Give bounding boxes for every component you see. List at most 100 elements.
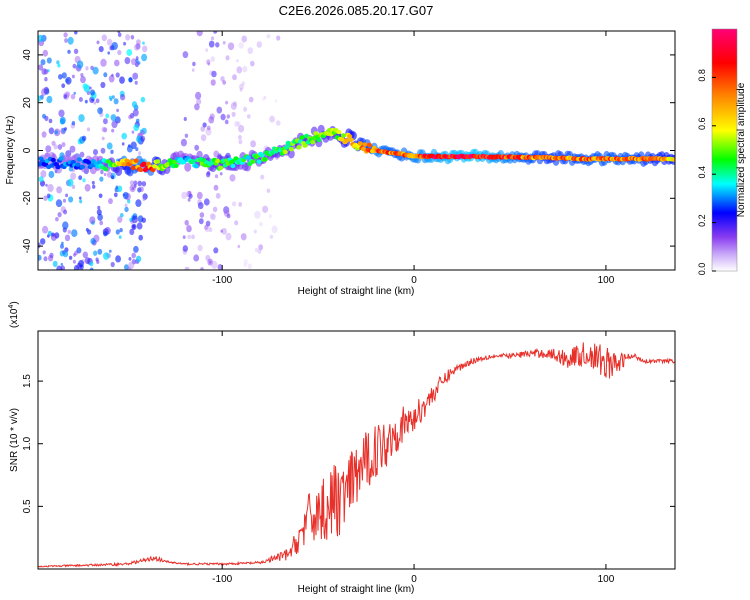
- spectrogram-ridge-halo: [287, 149, 295, 159]
- spectrogram-panel: -100 0 100 -40 -20 0 20 40 Height of straight l…: [5, 30, 676, 297]
- spectrogram-speckle: [240, 233, 247, 241]
- spectrogram-speckle: [78, 260, 84, 268]
- spectrogram-xtick-label: 100: [598, 275, 615, 286]
- spectrogram-speckle: [188, 193, 193, 199]
- spectrogram-speckle: [222, 41, 226, 45]
- spectrogram-speckle: [247, 47, 254, 55]
- snr-xlabel: Height of straight line (km): [298, 584, 415, 595]
- spectrogram-speckle: [93, 101, 97, 105]
- snr-plot-area: [38, 342, 675, 568]
- spectrogram-speckle: [195, 91, 202, 100]
- spectrogram-speckle: [220, 229, 223, 233]
- snr-xtick-label: -100: [212, 574, 232, 585]
- colorbar: 0.0 0.2 0.4 0.6 0.8 Normalized spectral ampl…: [697, 28, 747, 275]
- spectrogram-speckle: [128, 77, 133, 83]
- spectrogram-speckle: [78, 175, 83, 181]
- spectrogram-speckle: [200, 126, 205, 132]
- spectrogram-speckle: [139, 186, 144, 193]
- spectrogram-ridge-core: [218, 165, 224, 171]
- spectrogram-ytick-label: 40: [22, 49, 33, 61]
- spectrogram-speckle: [113, 98, 119, 105]
- spectrogram-speckle: [125, 34, 131, 41]
- spectrogram-speckle: [117, 49, 122, 56]
- snr-multiplier-base: (x10: [9, 308, 20, 328]
- spectrogram-speckle: [220, 113, 226, 121]
- spectrogram-speckle: [262, 205, 269, 213]
- spectrogram-speckle: [204, 224, 209, 230]
- spectrogram-speckle: [60, 127, 66, 135]
- spectrogram-speckle: [117, 32, 122, 37]
- spectrogram-speckle: [67, 178, 74, 187]
- spectrogram-speckle: [182, 245, 188, 252]
- spectrogram-speckle: [142, 193, 148, 200]
- spectrogram-speckle: [217, 264, 223, 270]
- spectrogram-speckle: [64, 38, 68, 43]
- spectrogram-speckle: [216, 106, 223, 114]
- spectrogram-ridge-core: [106, 159, 112, 164]
- spectrogram-speckle: [238, 139, 243, 145]
- spectrogram-speckle: [97, 205, 101, 210]
- spectrogram-speckle: [58, 109, 65, 118]
- spectrogram-speckle: [140, 96, 146, 103]
- spectrogram-speckle: [139, 129, 143, 134]
- spectrogram-ridge-core: [230, 163, 236, 169]
- spectrogram-speckle: [206, 125, 211, 131]
- spectrogram-speckle: [130, 35, 135, 40]
- spectrogram-speckle: [108, 95, 113, 100]
- spectrogram-speckle: [214, 174, 219, 179]
- spectrogram-ridge-core: [296, 145, 302, 150]
- spectrogram-speckle: [239, 88, 243, 92]
- spectrogram-ridge-core: [173, 163, 179, 168]
- spectrogram-speckle: [110, 261, 115, 268]
- spectrogram-speckle: [136, 222, 143, 230]
- snr-xtick-label: 0: [411, 574, 417, 585]
- spectrogram-speckle: [186, 224, 192, 231]
- spectrogram-speckle: [107, 51, 110, 55]
- spectrogram-speckle: [92, 66, 99, 75]
- spectrogram-ridge-core: [76, 157, 82, 162]
- svg-text:(x104): (x104): [8, 301, 20, 328]
- spectrogram-speckle: [65, 193, 69, 198]
- spectrogram-speckle: [48, 170, 55, 179]
- spectrogram-ridge-core: [55, 164, 61, 170]
- snr-panel: -100 0 100 0.5 1.0 1.5 Height of straight lin…: [8, 301, 676, 595]
- spectrogram-speckle: [135, 255, 142, 263]
- spectrogram-speckle: [209, 260, 212, 264]
- spectrogram-speckle: [129, 184, 136, 193]
- snr-frame: [37, 330, 676, 570]
- spectrogram-speckle: [62, 221, 69, 230]
- spectrogram-ridge-core: [362, 142, 368, 147]
- spectrogram-speckle: [82, 251, 89, 259]
- spectrogram-speckle: [269, 234, 274, 239]
- spectrogram-ridge-core: [130, 165, 136, 171]
- spectrogram-ridge-core: [58, 156, 64, 161]
- spectrogram-speckle: [45, 145, 52, 153]
- spectrogram-speckle: [48, 118, 53, 124]
- chart-title: C2E6.2026.085.20.17.G07: [279, 3, 434, 18]
- spectrogram-ridge-core: [348, 137, 354, 142]
- spectrogram-speckle: [242, 65, 248, 73]
- spectrogram-speckle: [71, 184, 76, 190]
- spectrogram-speckle: [67, 229, 72, 234]
- spectrogram-speckle: [205, 127, 212, 136]
- spectrogram-speckle: [70, 93, 76, 100]
- spectrogram-speckle: [110, 114, 117, 122]
- spectrogram-speckle: [68, 255, 73, 260]
- spectrogram-speckle: [243, 262, 247, 268]
- spectrogram-axes: -100 0 100 -40 -20 0 20 40: [22, 31, 675, 286]
- colorbar-tick-label: 0.8: [697, 69, 707, 82]
- spectrogram-speckle: [68, 196, 74, 203]
- spectrogram-speckle: [196, 31, 203, 37]
- spectrogram-speckle: [238, 42, 244, 49]
- spectrogram-speckle: [86, 127, 91, 132]
- spectrogram-speckle: [90, 237, 96, 245]
- spectrogram-speckle: [100, 58, 107, 67]
- spectrogram-speckle: [42, 225, 49, 234]
- spectrogram-speckle: [229, 174, 236, 182]
- spectrogram-speckle: [136, 39, 141, 46]
- spectrogram-speckle: [82, 178, 86, 183]
- spectrogram-speckle: [55, 199, 63, 208]
- spectrogram-speckle: [262, 97, 265, 101]
- spectrogram-speckle: [114, 59, 120, 67]
- spectrogram-ridge-core: [347, 134, 353, 139]
